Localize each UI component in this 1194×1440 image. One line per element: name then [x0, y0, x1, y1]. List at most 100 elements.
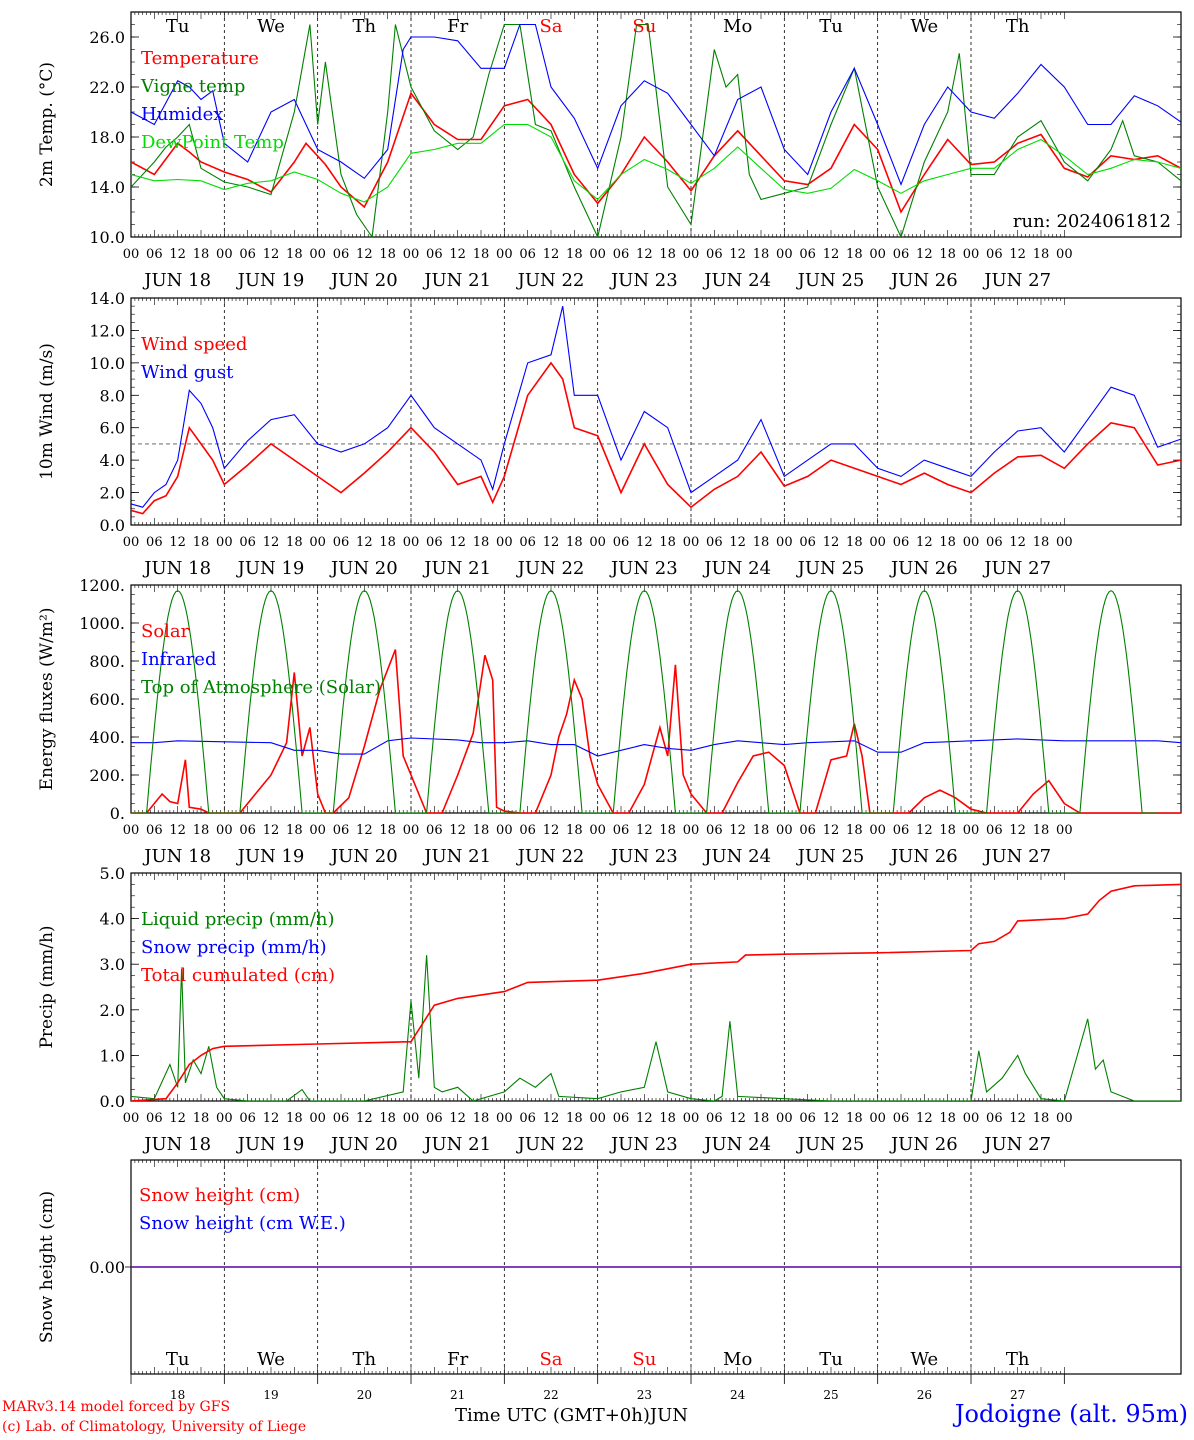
- hour-label: 06: [986, 247, 1003, 262]
- legend-entry: Total cumulated (cm): [141, 965, 335, 986]
- y-tick-label: 26.0: [89, 28, 125, 47]
- hour-label: 00: [963, 535, 980, 550]
- hour-label: 18: [1033, 535, 1050, 550]
- hour-label: 00: [683, 1111, 700, 1126]
- hour-label: 00: [963, 823, 980, 838]
- day-number-label: 25: [823, 1388, 838, 1400]
- hour-label: 06: [146, 247, 163, 262]
- hour-label: 06: [613, 247, 630, 262]
- y-tick-label: 200.: [89, 766, 125, 785]
- y-tick-label: 3.0: [100, 955, 125, 974]
- date-label: JUN 20: [329, 1134, 398, 1155]
- hour-label: 18: [659, 247, 676, 262]
- series-humidex: [131, 23, 1181, 187]
- hour-label: 18: [286, 247, 303, 262]
- hour-label: 00: [216, 823, 233, 838]
- date-label: JUN 27: [982, 1134, 1051, 1155]
- y-tick-label: 14.0: [89, 289, 125, 308]
- day-abbr: Th: [353, 16, 377, 37]
- y-tick-label: 1200.: [79, 576, 125, 595]
- legend-entry: Vigne temp: [140, 76, 245, 97]
- hour-label: 18: [846, 247, 863, 262]
- hour-label: 06: [706, 247, 723, 262]
- hour-label: 00: [869, 535, 886, 550]
- date-label: JUN 26: [889, 846, 958, 867]
- date-label: JUN 26: [889, 1134, 958, 1155]
- day-number-label: 23: [637, 1388, 652, 1400]
- hour-label: 06: [613, 823, 630, 838]
- hour-label: 18: [846, 535, 863, 550]
- hour-label: 12: [916, 535, 933, 550]
- date-label: JUN 21: [422, 846, 491, 867]
- y-axis-label: Precip (mm/h): [37, 925, 57, 1048]
- date-label: JUN 23: [609, 270, 678, 291]
- hour-label: 00: [216, 1111, 233, 1126]
- hour-label: 06: [426, 535, 443, 550]
- panel-1: 10.0 14.0 18.0 22.0 26.0 2m Temp. (°C) Tempera…: [37, 11, 1182, 291]
- hour-label: 06: [239, 1111, 256, 1126]
- hour-label: 18: [753, 823, 770, 838]
- day-abbr: Th: [1006, 16, 1030, 37]
- day-number-label: 26: [917, 1388, 932, 1400]
- series-temperature: [131, 91, 1181, 214]
- hour-label: 00: [123, 535, 140, 550]
- date-label: JUN 23: [609, 558, 678, 579]
- y-tick-label: 1000.: [79, 614, 125, 633]
- hour-label: 06: [893, 535, 910, 550]
- hour-label: 18: [846, 823, 863, 838]
- hour-label: 18: [753, 1111, 770, 1126]
- hour-label: 18: [473, 535, 490, 550]
- hour-label: 00: [123, 1111, 140, 1126]
- y-tick-label: 0.0: [100, 1092, 125, 1111]
- hour-label: 06: [426, 1111, 443, 1126]
- hour-label: 06: [426, 247, 443, 262]
- hour-label: 12: [636, 1111, 653, 1126]
- model-credit: MARv3.14 model forced by GFS: [2, 1399, 231, 1415]
- legend-entry: Snow height (cm): [139, 1185, 300, 1206]
- date-label: JUN 22: [516, 1134, 585, 1155]
- hour-label: 12: [916, 247, 933, 262]
- hour-label: 18: [566, 823, 583, 838]
- date-label: JUN 23: [609, 846, 678, 867]
- hour-label: 06: [799, 823, 816, 838]
- hour-label: 18: [753, 535, 770, 550]
- date-label: JUN 22: [516, 846, 585, 867]
- date-label: JUN 25: [796, 270, 865, 291]
- hour-label: 18: [286, 1111, 303, 1126]
- date-label: JUN 19: [236, 1134, 305, 1155]
- hour-label: 18: [193, 823, 210, 838]
- day-abbr: Tu: [166, 16, 190, 37]
- hour-label: 00: [683, 535, 700, 550]
- day-abbr: Su: [632, 16, 656, 37]
- date-label: JUN 21: [422, 1134, 491, 1155]
- hour-label: 12: [543, 823, 560, 838]
- date-label: JUN 27: [982, 558, 1051, 579]
- day-abbr: We: [257, 16, 285, 37]
- hour-label: 06: [333, 1111, 350, 1126]
- hour-label: 06: [706, 823, 723, 838]
- hour-label: 00: [123, 823, 140, 838]
- hour-label: 18: [659, 1111, 676, 1126]
- date-label: JUN 24: [702, 846, 771, 867]
- hour-label: 00: [1056, 823, 1073, 838]
- hour-label: 12: [169, 535, 186, 550]
- hour-label: 00: [776, 535, 793, 550]
- hour-label: 06: [333, 247, 350, 262]
- hour-label: 06: [986, 535, 1003, 550]
- y-tick-label: 22.0: [89, 78, 125, 97]
- plot-frame: [130, 297, 1182, 526]
- hour-label: 12: [449, 535, 466, 550]
- y-tick-label: 4.0: [100, 451, 125, 470]
- date-label: JUN 24: [702, 558, 771, 579]
- run-annotation: run: 2024061812: [1013, 211, 1171, 232]
- y-tick-label: 18.0: [89, 128, 125, 147]
- y-tick-label: 4.0: [100, 910, 125, 929]
- hour-label: 12: [169, 247, 186, 262]
- series-liquid-precip-mm-h: [131, 955, 1181, 1101]
- legend-entry: Infrared: [141, 649, 216, 670]
- hour-label: 12: [543, 535, 560, 550]
- hour-label: 06: [706, 535, 723, 550]
- hour-label: 06: [519, 823, 536, 838]
- hour-label: 00: [776, 247, 793, 262]
- series-dewpoint-temp: [131, 123, 1181, 203]
